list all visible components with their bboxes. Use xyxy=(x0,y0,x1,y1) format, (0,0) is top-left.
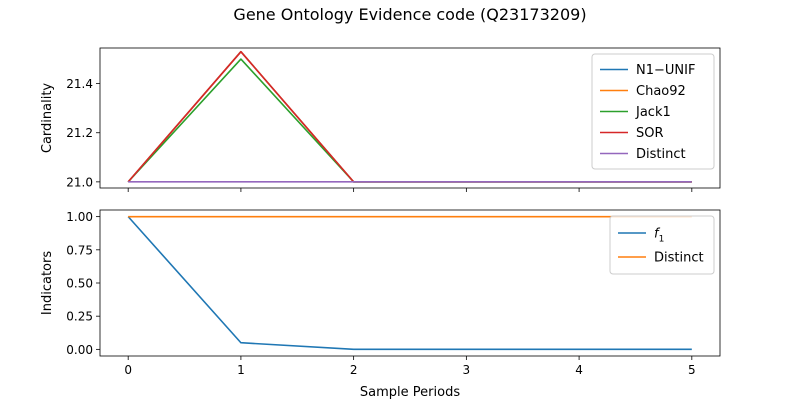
y-tick-label: 0.75 xyxy=(66,243,93,257)
legend-label: Jack1 xyxy=(635,105,671,120)
lines-indicators xyxy=(127,215,692,351)
x-tick-label: 5 xyxy=(688,363,696,377)
ylabel-cardinality: Cardinality xyxy=(40,83,55,154)
legend-indicators: f1 Distinct xyxy=(609,215,715,275)
lines-cardinality xyxy=(127,50,692,183)
series-line-f1 xyxy=(127,216,692,351)
legend-label: Chao92 xyxy=(636,84,686,99)
axes-frame-indicators xyxy=(99,209,721,357)
x-tick-label: 1 xyxy=(237,363,245,377)
chart-title: Gene Ontology Evidence code (Q23173209) xyxy=(233,5,586,24)
legend-label: Distinct xyxy=(654,251,704,266)
legend-label: f1 xyxy=(654,227,664,245)
y-tick-label: 21.0 xyxy=(66,175,93,189)
ticks-cardinality: 21.0 21.2 21.4 xyxy=(66,77,693,192)
axes-frame-cardinality xyxy=(99,47,721,189)
legend-box xyxy=(591,53,715,170)
y-tick-label: 1.00 xyxy=(66,210,93,224)
y-tick-label: 0.00 xyxy=(66,343,93,357)
ylabel-indicators: Indicators xyxy=(40,251,55,315)
ticks-indicators: 0 1 2 3 4 5 0.00 0.25 0.50 0.75 1.00 xyxy=(66,210,695,377)
panel-cardinality: 21.0 21.2 21.4 Cardinality N1−UNIF Chao92 Ja… xyxy=(40,47,721,192)
x-tick-label: 4 xyxy=(575,363,583,377)
panel-indicators: 0 1 2 3 4 5 0.00 0.25 0.50 0.75 1.00 Indicators f1… xyxy=(40,209,721,377)
x-tick-label: 0 xyxy=(124,363,132,377)
legend-box xyxy=(609,215,715,275)
x-tick-label: 3 xyxy=(463,363,471,377)
x-tick-label: 2 xyxy=(350,363,358,377)
y-tick-label: 21.4 xyxy=(66,77,93,91)
y-tick-label: 21.2 xyxy=(66,126,93,140)
xlabel: Sample Periods xyxy=(360,385,460,400)
legend-cardinality: N1−UNIF Chao92 Jack1 SOR Distinct xyxy=(591,53,715,170)
legend-label: Distinct xyxy=(636,147,686,162)
y-tick-label: 0.25 xyxy=(66,310,93,324)
legend-label: SOR xyxy=(636,126,664,141)
legend-label: N1−UNIF xyxy=(636,63,695,78)
y-tick-label: 0.50 xyxy=(66,277,93,291)
